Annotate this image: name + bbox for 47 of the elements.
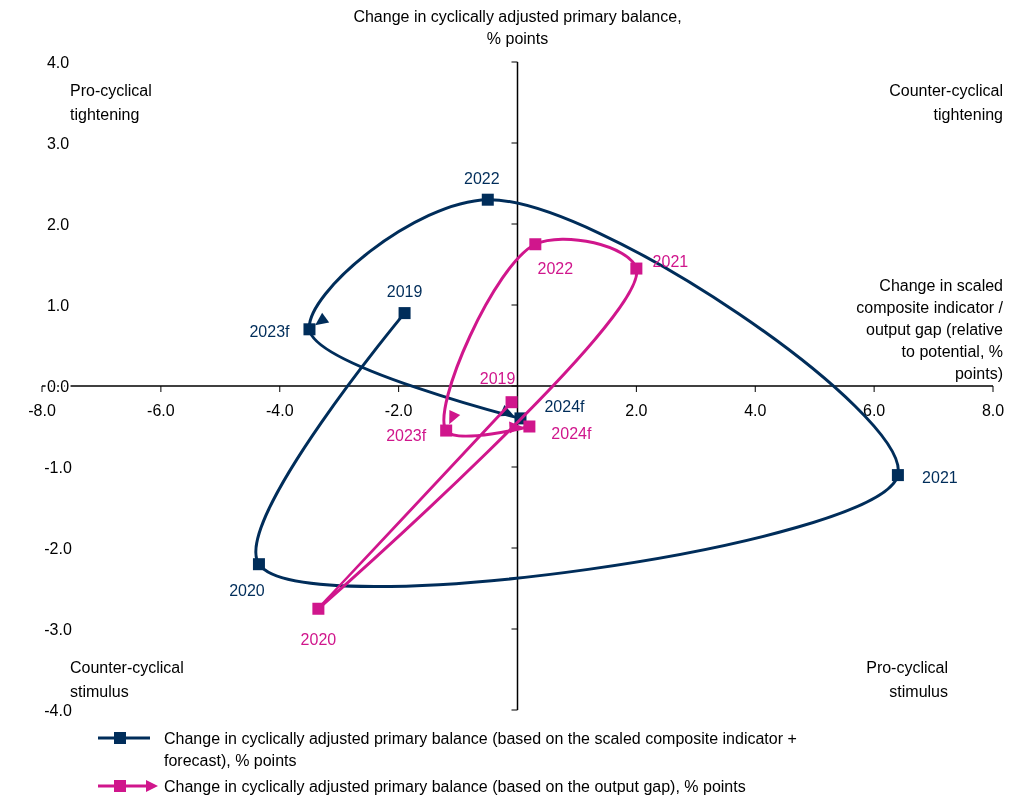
annotation: 2020 bbox=[300, 630, 337, 648]
annotation: Pro-cyclical stimulus bbox=[866, 659, 948, 700]
point bbox=[630, 262, 643, 275]
point bbox=[481, 193, 494, 206]
annotation: 2021 bbox=[922, 469, 958, 487]
point bbox=[891, 469, 904, 482]
point bbox=[505, 396, 518, 409]
annotation: Pro-cyclical tightening bbox=[70, 82, 152, 123]
legend-label: Change in cyclically adjusted primary balance (based on the scaled composite indicator + forecast), % points bbox=[164, 730, 797, 769]
point bbox=[529, 238, 542, 251]
point bbox=[252, 558, 265, 571]
x-tick-label: 4.0 bbox=[744, 402, 767, 419]
annotation: 2022 bbox=[463, 169, 500, 187]
point bbox=[312, 602, 325, 615]
annotation: 2022 bbox=[537, 260, 574, 278]
y-tick-label: 4.0 bbox=[46, 54, 70, 71]
x-tick-label: 6.0 bbox=[863, 402, 886, 419]
annotation: 2019 bbox=[479, 370, 516, 388]
annotation: 2019 bbox=[386, 283, 423, 301]
y-tick-label: 1.0 bbox=[46, 297, 70, 314]
x-tick-label: -8.0 bbox=[28, 402, 56, 419]
point bbox=[440, 424, 453, 437]
annotation: 2024f bbox=[544, 398, 586, 416]
annotation: 2020 bbox=[229, 582, 265, 600]
annotation: 2021 bbox=[652, 252, 689, 270]
x-tick-label: -2.0 bbox=[384, 402, 413, 419]
x-tick-label: 2.0 bbox=[625, 402, 648, 419]
point bbox=[398, 307, 411, 320]
y-tick-label: -3.0 bbox=[44, 621, 72, 638]
annotation: Counter-cyclical tightening bbox=[889, 82, 1003, 123]
point bbox=[303, 323, 316, 336]
y-tick-label: 3.0 bbox=[46, 135, 70, 152]
y-axis-title: Change in cyclically adjusted primary balance, % points bbox=[353, 8, 682, 47]
y-tick-label: -4.0 bbox=[44, 702, 72, 719]
annotation: 2024f bbox=[551, 424, 592, 442]
point bbox=[523, 420, 536, 433]
x-tick-label: 8.0 bbox=[981, 402, 1005, 419]
y-tick-label: -2.0 bbox=[44, 540, 72, 557]
x-tick-label: -6.0 bbox=[147, 402, 175, 419]
y-tick-label: -1.0 bbox=[44, 459, 72, 476]
y-tick-label: 2.0 bbox=[46, 216, 70, 233]
legend-label: Change in cyclically adjusted primary balance (based on the output gap), % points bbox=[164, 778, 746, 795]
x-tick-label: -4.0 bbox=[265, 402, 294, 419]
annotation: 2023f bbox=[249, 323, 291, 341]
x-axis-title: Change in scaled composite indicator / output gap (relative to potential, % points) bbox=[856, 277, 1004, 382]
annotation: 2023f bbox=[386, 426, 427, 444]
annotation: Counter-cyclical stimulus bbox=[70, 659, 184, 700]
